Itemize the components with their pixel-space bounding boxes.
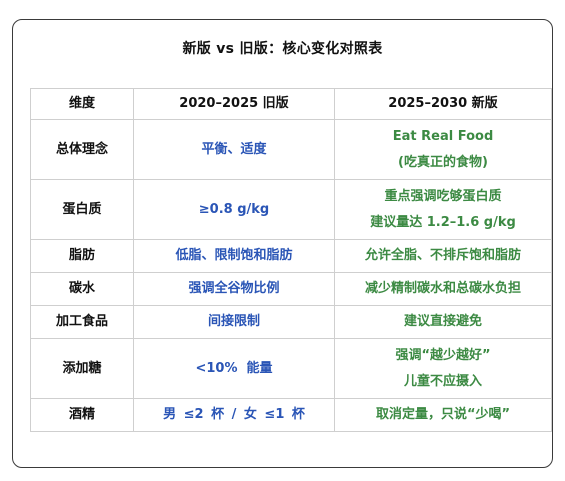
table-row: 碳水 强调全谷物比例 减少精制碳水和总碳水负担 <box>30 272 552 306</box>
new-value-line: 建议量达 1.2–1.6 g/kg <box>370 214 516 230</box>
comparison-card: 新版 vs 旧版：核心变化对照表 维度 2020–2025 旧版 2025–20… <box>12 19 553 468</box>
table-row: 总体理念 平衡、适度 Eat Real Food (吃真正的食物) <box>30 119 552 180</box>
row-dimension: 蛋白质 <box>30 179 134 240</box>
row-new-value: 取消定量，只说“少喝” <box>334 398 552 432</box>
new-value-line: (吃真正的食物) <box>398 154 488 170</box>
row-dimension: 添加糖 <box>30 338 134 399</box>
old-value-line: 间接限制 <box>207 314 260 329</box>
row-dimension: 脂肪 <box>30 239 134 273</box>
row-dimension: 酒精 <box>30 398 134 432</box>
row-old-value: <10% 能量 <box>133 338 335 399</box>
row-old-value: 间接限制 <box>133 305 335 339</box>
new-value-line: 建议直接避免 <box>403 314 482 329</box>
old-value-line: <10% 能量 <box>195 360 273 376</box>
old-value-line: 低脂、限制饱和脂肪 <box>175 248 293 263</box>
table-row: 蛋白质 ≥0.8 g/kg 重点强调吃够蛋白质 建议量达 1.2–1.6 g/k… <box>30 179 552 240</box>
header-old-version: 2020–2025 旧版 <box>133 88 335 120</box>
row-old-value: 男 ≤2 杯 / 女 ≤1 杯 <box>133 398 335 432</box>
row-new-value: 强调“越少越好” 儿童不应摄入 <box>334 338 552 399</box>
old-value-line: 平衡、适度 <box>201 141 267 157</box>
row-dimension: 碳水 <box>30 272 134 306</box>
comparison-table: 维度 2020–2025 旧版 2025–2030 新版 总体理念 平衡、适度 … <box>30 88 552 432</box>
header-dimension: 维度 <box>30 88 134 120</box>
old-value-line: 男 ≤2 杯 / 女 ≤1 杯 <box>163 407 305 422</box>
new-value-line: 强调“越少越好” <box>395 347 491 363</box>
old-value-line: ≥0.8 g/kg <box>198 201 270 217</box>
table-row: 加工食品 间接限制 建议直接避免 <box>30 305 552 339</box>
row-new-value: 重点强调吃够蛋白质 建议量达 1.2–1.6 g/kg <box>334 179 552 240</box>
row-old-value: 平衡、适度 <box>133 119 335 180</box>
new-value-line: Eat Real Food <box>392 128 494 144</box>
old-value-line: 强调全谷物比例 <box>188 281 280 296</box>
new-value-line: 允许全脂、不排斥饱和脂肪 <box>364 248 521 263</box>
new-value-line: 取消定量，只说“少喝” <box>375 407 511 422</box>
row-old-value: 低脂、限制饱和脂肪 <box>133 239 335 273</box>
row-new-value: 减少精制碳水和总碳水负担 <box>334 272 552 306</box>
row-old-value: ≥0.8 g/kg <box>133 179 335 240</box>
table-row: 添加糖 <10% 能量 强调“越少越好” 儿童不应摄入 <box>30 338 552 399</box>
row-new-value: Eat Real Food (吃真正的食物) <box>334 119 552 180</box>
new-value-line: 重点强调吃够蛋白质 <box>384 188 502 204</box>
row-old-value: 强调全谷物比例 <box>133 272 335 306</box>
row-dimension: 总体理念 <box>30 119 134 180</box>
table-header-row: 维度 2020–2025 旧版 2025–2030 新版 <box>30 88 552 120</box>
row-dimension: 加工食品 <box>30 305 134 339</box>
new-value-line: 儿童不应摄入 <box>403 373 482 389</box>
row-new-value: 允许全脂、不排斥饱和脂肪 <box>334 239 552 273</box>
row-new-value: 建议直接避免 <box>334 305 552 339</box>
new-value-line: 减少精制碳水和总碳水负担 <box>364 281 521 296</box>
table-row: 脂肪 低脂、限制饱和脂肪 允许全脂、不排斥饱和脂肪 <box>30 239 552 273</box>
header-new-version: 2025–2030 新版 <box>334 88 552 120</box>
page-title: 新版 vs 旧版：核心变化对照表 <box>182 41 383 57</box>
table-row: 酒精 男 ≤2 杯 / 女 ≤1 杯 取消定量，只说“少喝” <box>30 398 552 432</box>
